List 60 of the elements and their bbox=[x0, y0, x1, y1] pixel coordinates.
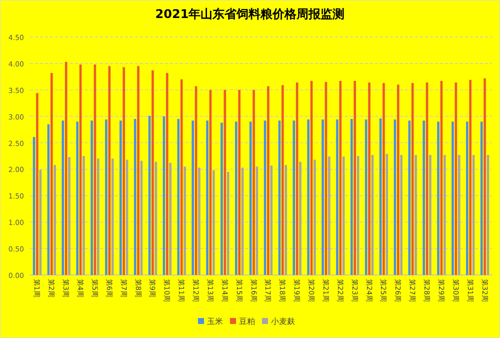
bar bbox=[137, 66, 140, 275]
bar bbox=[152, 70, 154, 275]
chart-title: 2021年山东省饲料粮价格周报监测 bbox=[155, 7, 345, 21]
bar bbox=[350, 118, 353, 275]
bar bbox=[105, 120, 108, 275]
bar bbox=[54, 164, 56, 275]
bar bbox=[414, 154, 417, 275]
bar bbox=[76, 122, 79, 275]
bar bbox=[184, 166, 186, 275]
bar bbox=[429, 154, 432, 275]
bar bbox=[96, 158, 100, 275]
legend-label: 小麦麸 bbox=[271, 317, 295, 326]
bar bbox=[307, 120, 310, 275]
bar bbox=[68, 157, 70, 275]
bar bbox=[469, 80, 472, 275]
bar bbox=[299, 162, 302, 275]
bar bbox=[443, 154, 446, 275]
bar bbox=[284, 164, 287, 275]
bar bbox=[422, 120, 426, 275]
bar bbox=[220, 122, 223, 275]
bar bbox=[238, 90, 240, 275]
bar bbox=[368, 82, 370, 275]
bar bbox=[154, 162, 158, 275]
bar bbox=[270, 166, 273, 275]
bar bbox=[122, 67, 125, 275]
bar bbox=[206, 120, 208, 275]
bar bbox=[169, 162, 172, 275]
legend-label: 豆粕 bbox=[239, 317, 255, 326]
bar bbox=[364, 120, 368, 275]
legend-label: 玉米 bbox=[207, 317, 223, 326]
bar bbox=[382, 83, 385, 275]
bar bbox=[50, 72, 53, 275]
bar bbox=[82, 156, 85, 275]
bar bbox=[386, 154, 388, 275]
bar bbox=[166, 72, 168, 275]
bar bbox=[480, 122, 483, 275]
bar bbox=[134, 118, 136, 275]
bar bbox=[235, 122, 238, 275]
bar bbox=[336, 120, 338, 275]
bar bbox=[252, 90, 255, 275]
bar bbox=[322, 120, 324, 275]
bar bbox=[314, 160, 316, 275]
bar bbox=[354, 80, 356, 275]
bar bbox=[120, 120, 122, 275]
bar bbox=[437, 122, 440, 275]
bar bbox=[400, 154, 402, 275]
bar bbox=[249, 122, 252, 275]
bar bbox=[212, 170, 215, 275]
bar bbox=[484, 78, 486, 275]
bar bbox=[192, 120, 194, 275]
bar bbox=[328, 156, 330, 275]
bar bbox=[452, 122, 454, 275]
bar bbox=[90, 120, 93, 275]
bar bbox=[466, 122, 468, 275]
bar bbox=[198, 168, 200, 275]
bar bbox=[36, 93, 38, 275]
bar bbox=[282, 85, 284, 275]
bar bbox=[267, 86, 270, 275]
bar bbox=[39, 170, 42, 275]
bar bbox=[397, 84, 400, 275]
